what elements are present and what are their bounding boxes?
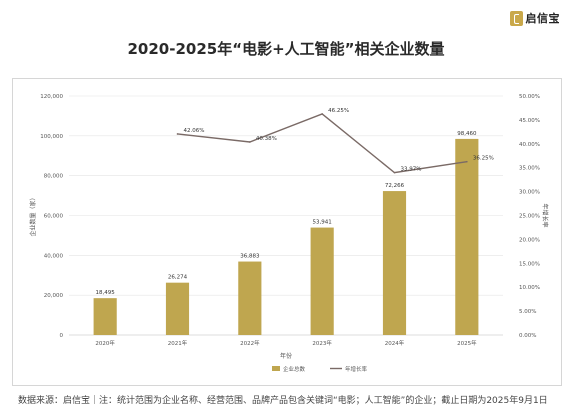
line-point xyxy=(321,113,323,115)
line-point xyxy=(176,133,179,135)
line-value-label: 33.97% xyxy=(401,167,422,173)
y-tick-label: 80,000 xyxy=(44,174,64,180)
chart-frame: 0 20,000 40,000 60,000 80,000 100,000 120,000 0… xyxy=(12,78,562,386)
y-tick-label: 120,000 xyxy=(40,94,63,100)
y2-tick-label: 35.00% xyxy=(519,166,540,172)
line-value-label: 36.25% xyxy=(473,156,494,162)
y-tick-label: 20,000 xyxy=(44,293,64,299)
x-tick-label: 2023年 xyxy=(312,339,332,347)
line-point xyxy=(249,141,251,143)
x-tick-label: 2025年 xyxy=(457,339,477,347)
growth-rate-line xyxy=(177,113,467,174)
y2-tick-label: 20.00% xyxy=(519,237,540,243)
y2-tick-label: 0.00% xyxy=(519,333,536,339)
y2-tick-label: 10.00% xyxy=(519,285,540,291)
y-tick-label: 100,000 xyxy=(40,134,63,140)
line-value-label: 40.38% xyxy=(256,136,277,142)
bar-value-label: 53,941 xyxy=(313,220,332,226)
y2-axis-title: 年增长率 xyxy=(541,203,549,227)
footnote: 数据来源：启信宝｜注：统计范围为企业名称、经营范围、品牌产品包含关键词“电影；人… xyxy=(18,396,548,406)
y2-tick-label: 25.00% xyxy=(519,214,540,220)
bar xyxy=(93,298,117,335)
y2-tick-label: 50.00% xyxy=(519,94,540,100)
y-tick-label: 0 xyxy=(60,333,64,339)
bar xyxy=(165,282,190,335)
legend-label-bar: 企业总数 xyxy=(283,365,306,373)
y2-tick-label: 30.00% xyxy=(519,190,540,196)
y-axis-title: 企业数量（家） xyxy=(29,194,37,236)
bar-value-label: 18,495 xyxy=(96,290,116,296)
x-tick-label: 2021年 xyxy=(168,339,188,347)
y2-tick-label: 45.00% xyxy=(519,118,540,124)
qixinbao-logo-icon xyxy=(509,10,523,26)
y2-tick-label: 15.00% xyxy=(519,261,540,267)
y-tick-label: 40,000 xyxy=(44,253,64,259)
line-value-label: 46.25% xyxy=(328,108,349,114)
x-axis-title: 年份 xyxy=(280,352,292,360)
y2-tick-label: 5.00% xyxy=(519,309,536,315)
bar-value-label: 26,274 xyxy=(168,275,188,281)
bar-value-label: 36,883 xyxy=(240,254,260,260)
line-value-label: 42.06% xyxy=(184,128,205,134)
y2-tick-label: 40.00% xyxy=(519,142,540,148)
line-point xyxy=(393,171,396,174)
x-tick-label: 2022年 xyxy=(240,339,260,347)
y-tick-label: 60,000 xyxy=(44,214,64,220)
brand-name: 启信宝 xyxy=(525,12,560,25)
x-tick-label: 2020年 xyxy=(95,339,115,347)
chart-title: 2020-2025年“电影+人工智能”相关企业数量 xyxy=(127,40,445,58)
bar xyxy=(382,191,407,335)
bar xyxy=(455,138,479,335)
bar xyxy=(310,227,334,335)
legend-label-line: 年增长率 xyxy=(345,365,368,373)
legend-swatch-bar xyxy=(272,366,280,371)
brand: 启信宝 xyxy=(509,10,561,26)
line-point xyxy=(466,160,468,163)
bar xyxy=(238,261,262,335)
x-tick-label: 2024年 xyxy=(385,339,405,347)
bar-value-label: 98,460 xyxy=(457,131,477,137)
bar-value-label: 72,266 xyxy=(385,183,405,189)
combo-chart: 0 20,000 40,000 60,000 80,000 100,000 120,000 0… xyxy=(29,94,549,373)
